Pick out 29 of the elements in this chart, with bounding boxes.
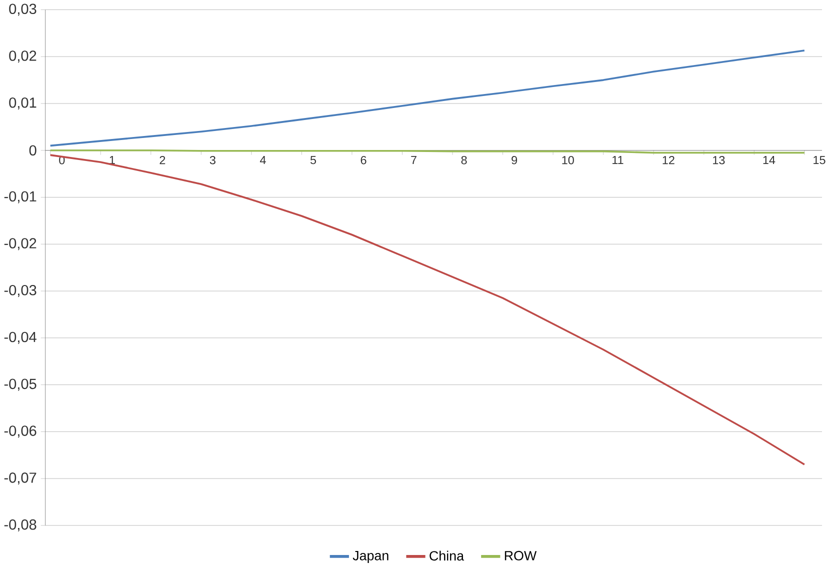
x-tick-label: 15 (814, 156, 826, 164)
y-tick-label: -0,06 (4, 426, 36, 438)
x-tick-label: 12 (662, 156, 674, 164)
x-tick-label: 4 (260, 156, 266, 164)
y-tick-label: -0,04 (4, 332, 36, 344)
x-tick-label: 9 (512, 156, 518, 164)
x-tick-label: 13 (713, 156, 725, 164)
x-tick-label: 6 (360, 156, 366, 164)
y-tick-label: 0,01 (9, 98, 36, 110)
legend-label: ROW (504, 551, 537, 561)
y-tick-label: -0,07 (4, 472, 36, 485)
y-tick-label: 0 (29, 145, 36, 156)
x-tick-label: 10 (562, 156, 574, 164)
x-tick-label: 5 (310, 156, 316, 164)
x-tick-label: 7 (411, 156, 416, 164)
legend-label: Japan (352, 551, 388, 564)
x-tick-label: 14 (763, 156, 776, 164)
x-tick-label: 3 (210, 156, 216, 164)
y-tick-label: -0,05 (4, 378, 36, 391)
y-tick-label: -0,02 (4, 238, 36, 250)
y-tick-label: -0,03 (4, 285, 36, 298)
x-tick-label: 2 (160, 156, 166, 164)
legend-label: China (430, 550, 464, 561)
y-tick-label: 0,03 (9, 4, 36, 16)
y-tick-label: -0,08 (4, 520, 36, 532)
x-tick-label: 8 (461, 156, 467, 164)
y-tick-label: -0,01 (4, 191, 36, 204)
x-tick-label: 11 (612, 156, 624, 164)
y-tick-label: 0,02 (9, 50, 36, 63)
